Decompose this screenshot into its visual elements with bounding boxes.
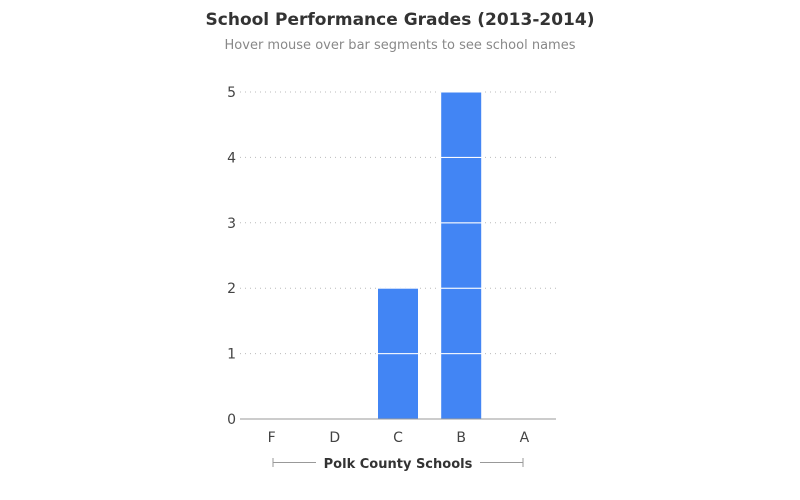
- x-axis-title-bracket: [272, 458, 524, 467]
- x-tick-label: F: [268, 430, 276, 446]
- bar-segment[interactable]: [377, 287, 419, 355]
- y-tick-label: 4: [227, 150, 236, 166]
- chart-subtitle: Hover mouse over bar segments to see sch…: [224, 38, 576, 53]
- bar-segment[interactable]: [440, 353, 483, 420]
- bar-C: [377, 287, 419, 420]
- x-tick-label: A: [520, 430, 530, 446]
- y-tick-label: 0: [227, 412, 236, 428]
- x-tick-label: D: [329, 430, 340, 446]
- x-axis-title: Polk County Schools: [324, 457, 473, 472]
- bar-segment[interactable]: [440, 222, 483, 289]
- y-tick-label: 3: [227, 216, 236, 232]
- chart-title: School Performance Grades (2013-2014): [205, 10, 595, 30]
- bar-segment[interactable]: [440, 91, 483, 158]
- bar-segment[interactable]: [377, 353, 419, 420]
- x-tick-label: C: [393, 430, 403, 446]
- bar-B: [440, 91, 483, 420]
- bar-segment[interactable]: [440, 287, 483, 355]
- y-tick-label: 1: [227, 347, 236, 363]
- y-tick-label: 2: [227, 281, 236, 297]
- x-tick-label: B: [456, 430, 466, 446]
- y-tick-label: 5: [227, 85, 236, 101]
- bar-segment[interactable]: [440, 156, 483, 224]
